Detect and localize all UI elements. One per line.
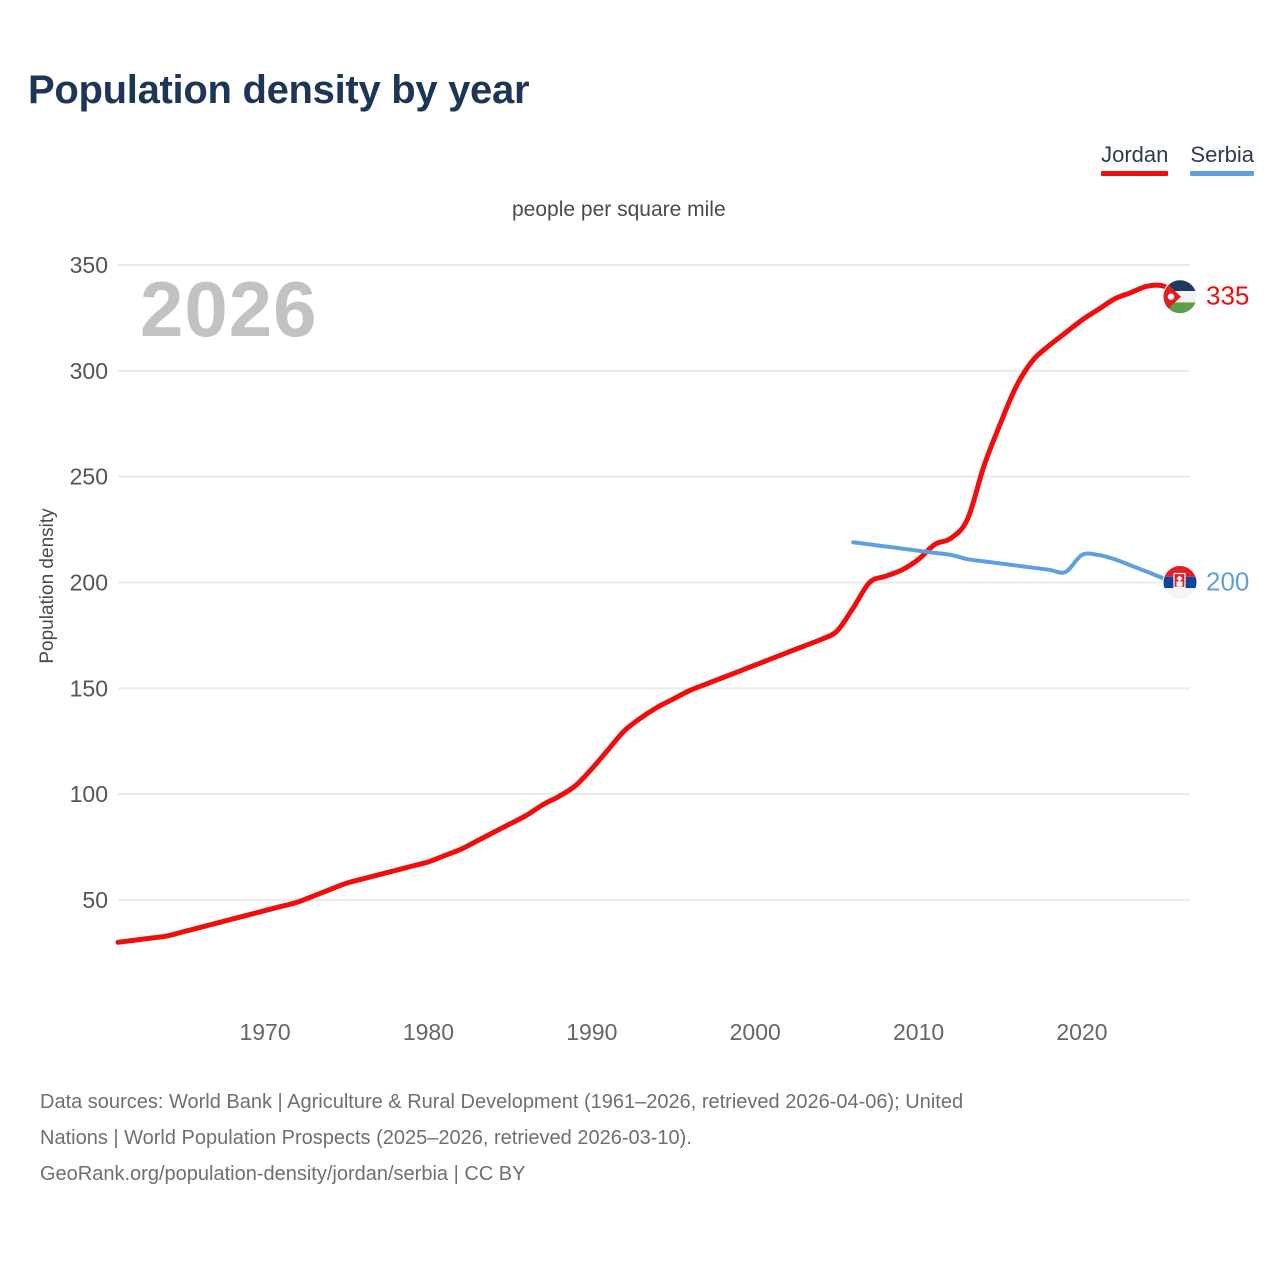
legend-swatch-serbia (1190, 171, 1254, 176)
chart-plot: 50 100 150 200 250 300 350 1970 1980 1990 2000 201… (70, 252, 1250, 1045)
jordan-flag-icon (1162, 279, 1198, 315)
x-axis-tick-labels: 1970 1980 1990 2000 2010 2020 (239, 1019, 1107, 1045)
legend-item-serbia[interactable]: Serbia (1190, 142, 1254, 176)
x-tick-label: 2010 (893, 1019, 944, 1045)
y-tick-label: 300 (70, 358, 108, 384)
gridlines (118, 264, 1190, 901)
series-line-jordan (115, 282, 1183, 945)
x-tick-label: 2000 (730, 1019, 781, 1045)
x-tick-label: 2020 (1056, 1019, 1107, 1045)
y-tick-label: 250 (70, 464, 108, 490)
serbia-endpoint-marker[interactable]: 200 (1162, 565, 1249, 600)
footer-sources: Data sources: World Bank | Agriculture &… (40, 1084, 1250, 1192)
serbia-flag-icon (1162, 565, 1198, 600)
serbia-endpoint-value: 200 (1206, 566, 1249, 596)
y-tick-label: 350 (70, 252, 108, 278)
y-tick-label: 100 (70, 781, 108, 807)
jordan-endpoint-value: 335 (1206, 281, 1249, 311)
y-tick-label: 200 (70, 570, 108, 596)
page-title: Population density by year (28, 68, 530, 112)
legend-label-serbia: Serbia (1190, 142, 1254, 167)
series-line-serbia (851, 540, 1182, 585)
series-lines (115, 282, 1183, 945)
legend-label-jordan: Jordan (1101, 142, 1169, 167)
x-tick-label: 1990 (566, 1019, 617, 1045)
footer-line-2: Nations | World Population Prospects (20… (40, 1127, 692, 1149)
legend-swatch-jordan (1101, 171, 1169, 176)
legend-item-jordan[interactable]: Jordan (1101, 142, 1169, 176)
x-tick-label: 1970 (239, 1019, 290, 1045)
year-watermark: 2026 (140, 265, 318, 353)
legend: Jordan Serbia (1101, 142, 1254, 176)
jordan-endpoint-marker[interactable]: 335 (1162, 279, 1249, 315)
x-tick-label: 1980 (403, 1019, 454, 1045)
y-axis-tick-labels: 50 100 150 200 250 300 350 (70, 252, 108, 913)
units-subtitle: people per square mile (512, 198, 726, 221)
y-tick-label: 150 (70, 675, 108, 701)
footer-line-3: GeoRank.org/population-density/jordan/se… (40, 1163, 526, 1185)
y-tick-label: 50 (82, 887, 108, 913)
footer-line-1: Data sources: World Bank | Agriculture &… (40, 1091, 964, 1113)
